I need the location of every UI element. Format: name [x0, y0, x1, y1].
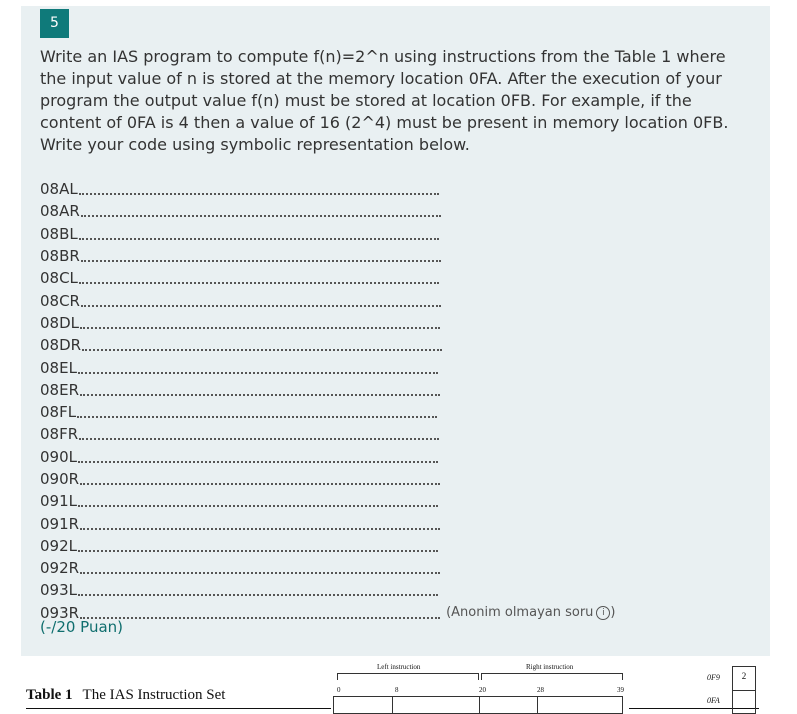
answer-blank[interactable]: [77, 410, 438, 419]
answer-line[interactable]: 08AL: [40, 178, 615, 200]
bit-label: 0: [337, 686, 341, 694]
answer-line-label: 08FR: [40, 425, 79, 444]
answer-line-label: 092R: [40, 559, 80, 578]
memory-address-label: 0F9: [707, 673, 720, 682]
answer-line-label: 092L: [40, 536, 77, 555]
bit-label: 8: [395, 686, 399, 694]
question-number-badge: 5: [40, 9, 69, 38]
answer-line[interactable]: 091R: [40, 512, 615, 534]
answer-line[interactable]: 092R: [40, 557, 615, 579]
table-rule: [26, 708, 331, 709]
table-number: Table 1: [26, 687, 73, 703]
answer-blank[interactable]: [79, 432, 440, 441]
answer-blank[interactable]: [80, 611, 441, 619]
answer-line-label: 090L: [40, 447, 77, 466]
answer-blank[interactable]: [80, 254, 441, 263]
table-figure: Table 1 The IAS Instruction Set Left inst…: [21, 660, 770, 714]
answer-blank[interactable]: [80, 299, 441, 307]
answer-blank[interactable]: [82, 343, 443, 352]
answer-blank[interactable]: [78, 499, 438, 508]
answer-blank[interactable]: [80, 209, 441, 218]
anonymous-note: (Anonim olmayan soru i): [446, 602, 615, 624]
instruction-word-diagram: [333, 696, 623, 714]
answer-blank[interactable]: [78, 187, 439, 196]
answer-line-label: 08DR: [40, 336, 82, 355]
answer-blank[interactable]: [80, 477, 441, 485]
points-label: (-/20 Puan): [40, 618, 124, 636]
answer-blank[interactable]: [80, 321, 440, 329]
answer-line[interactable]: 08DR: [40, 334, 615, 356]
answer-line[interactable]: 091L: [40, 490, 615, 512]
answer-blank[interactable]: [78, 232, 439, 240]
answer-line-label: 08BL: [40, 224, 78, 243]
answer-line-label: 091L: [40, 492, 77, 511]
anonymous-note-text: (Anonim olmayan soru: [446, 604, 594, 620]
bit-label: 39: [617, 686, 624, 694]
answer-line-label: 08ER: [40, 380, 79, 399]
answer-line-label: 091R: [40, 514, 80, 533]
answer-line[interactable]: 090L: [40, 446, 615, 468]
table-rule-right: [629, 708, 759, 709]
answer-blank[interactable]: [80, 388, 440, 396]
left-instruction-header: Left instruction: [377, 663, 421, 671]
answer-blank[interactable]: [78, 455, 438, 463]
answer-blank[interactable]: [78, 544, 438, 552]
right-instruction-header: Right instruction: [526, 663, 574, 671]
left-brace: [337, 673, 479, 680]
answer-line-label: 08CL: [40, 269, 78, 288]
answer-blank[interactable]: [80, 522, 441, 530]
info-icon[interactable]: i: [596, 605, 611, 620]
table-title: The IAS Instruction Set: [82, 687, 226, 703]
answer-line[interactable]: 08ER: [40, 379, 615, 401]
memory-value: 2: [741, 671, 747, 681]
answer-line[interactable]: 08BL: [40, 223, 615, 245]
answer-lines: 08AL 08AR 08BL 08BR 08CL 08CR 08DL 08DR 08EL 08ER…: [40, 178, 615, 624]
bit-label: 28: [537, 686, 544, 694]
answer-line[interactable]: 08FR: [40, 423, 615, 445]
answer-line-label: 090R: [40, 470, 80, 488]
bit-label: 20: [479, 686, 486, 694]
anonymous-note-close: ): [610, 604, 616, 620]
memory-address-label: 0FA: [707, 696, 720, 705]
answer-blank[interactable]: [78, 276, 439, 285]
answer-line[interactable]: 08DL: [40, 312, 615, 334]
answer-blank[interactable]: [78, 588, 438, 597]
answer-blank[interactable]: [80, 566, 441, 575]
answer-blank[interactable]: [77, 366, 438, 374]
answer-line[interactable]: 093R (Anonim olmayan soru i): [40, 602, 615, 624]
answer-line-label: 08FL: [40, 403, 77, 422]
answer-line-label: 08CR: [40, 291, 80, 310]
answer-line[interactable]: 08CL: [40, 267, 615, 289]
answer-line[interactable]: 093L: [40, 579, 615, 601]
answer-line[interactable]: 08BR: [40, 245, 615, 267]
answer-line[interactable]: 08EL: [40, 356, 615, 378]
answer-line-label: 08DL: [40, 313, 79, 332]
answer-line-label: 08BR: [40, 247, 80, 266]
answer-line-label: 08EL: [40, 358, 77, 377]
right-brace: [481, 673, 623, 680]
question-card: 5 Write an IAS program to compute f(n)=2…: [21, 6, 770, 656]
answer-line-label: 093L: [40, 581, 77, 600]
answer-line[interactable]: 08AR: [40, 200, 615, 222]
answer-line-label: 08AR: [40, 202, 80, 221]
answer-line[interactable]: 08FL: [40, 401, 615, 423]
answer-line-label: 093R: [40, 603, 80, 622]
memory-cells: 2: [732, 666, 756, 714]
answer-line[interactable]: 090R: [40, 468, 615, 490]
answer-line[interactable]: 092L: [40, 535, 615, 557]
table-caption: Table 1 The IAS Instruction Set: [26, 687, 225, 704]
answer-line[interactable]: 08CR: [40, 289, 615, 311]
answer-line-label: 08AL: [40, 180, 78, 199]
question-text: Write an IAS program to compute f(n)=2^n…: [40, 47, 729, 154]
